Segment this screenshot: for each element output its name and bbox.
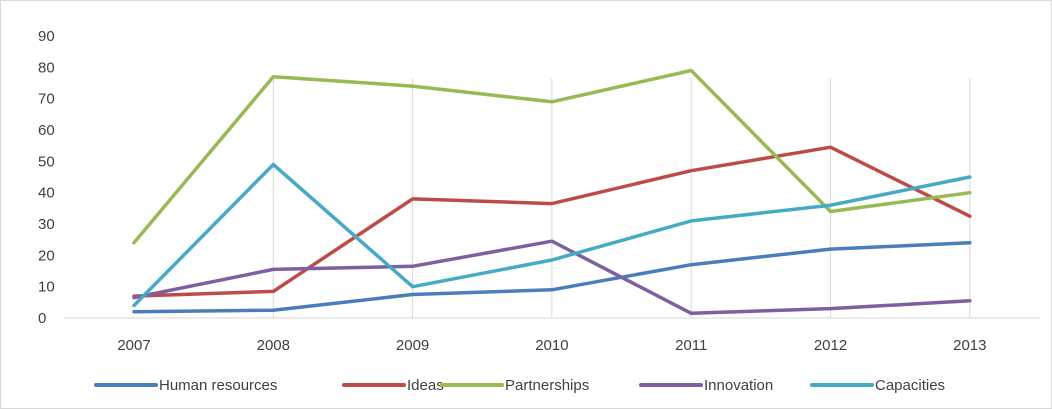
legend-label: Ideas — [407, 377, 444, 394]
legend-label: Innovation — [704, 377, 773, 394]
gridlines — [64, 78, 1040, 319]
y-tick-label: 0 — [38, 310, 46, 327]
y-axis-ticks: 0 10 20 30 40 50 60 70 80 90 — [38, 28, 55, 327]
series-line-partnerships — [132, 68, 972, 245]
legend-label: Partnerships — [505, 377, 589, 394]
series-line-human-resources — [132, 241, 972, 314]
y-tick-label: 30 — [38, 216, 55, 233]
legend-label: Capacities — [875, 377, 945, 394]
legend-label: Human resources — [159, 377, 277, 394]
x-tick-label: 2011 — [675, 337, 707, 354]
x-tick-label: 2007 — [117, 337, 150, 354]
y-tick-label: 60 — [38, 122, 55, 139]
x-axis-ticks: 2007 2008 2009 2010 2011 2012 2013 — [117, 337, 986, 354]
y-tick-label: 90 — [38, 28, 55, 45]
series-lines — [132, 68, 972, 316]
y-tick-label: 70 — [38, 91, 55, 108]
series-line-ideas — [132, 145, 972, 298]
series-line-innovation — [132, 239, 972, 316]
y-tick-label: 50 — [38, 153, 55, 170]
x-tick-label: 2008 — [257, 337, 290, 354]
y-tick-label: 20 — [38, 247, 55, 264]
x-tick-label: 2010 — [535, 337, 568, 354]
legend: Human resources Ideas Partnerships Innovati… — [94, 377, 945, 394]
y-tick-label: 10 — [38, 279, 55, 296]
x-tick-label: 2012 — [814, 337, 847, 354]
x-tick-label: 2009 — [396, 337, 429, 354]
y-tick-label: 40 — [38, 185, 55, 202]
y-tick-label: 80 — [38, 59, 55, 76]
series-line-capacities — [132, 162, 972, 308]
x-tick-label: 2013 — [953, 337, 986, 354]
